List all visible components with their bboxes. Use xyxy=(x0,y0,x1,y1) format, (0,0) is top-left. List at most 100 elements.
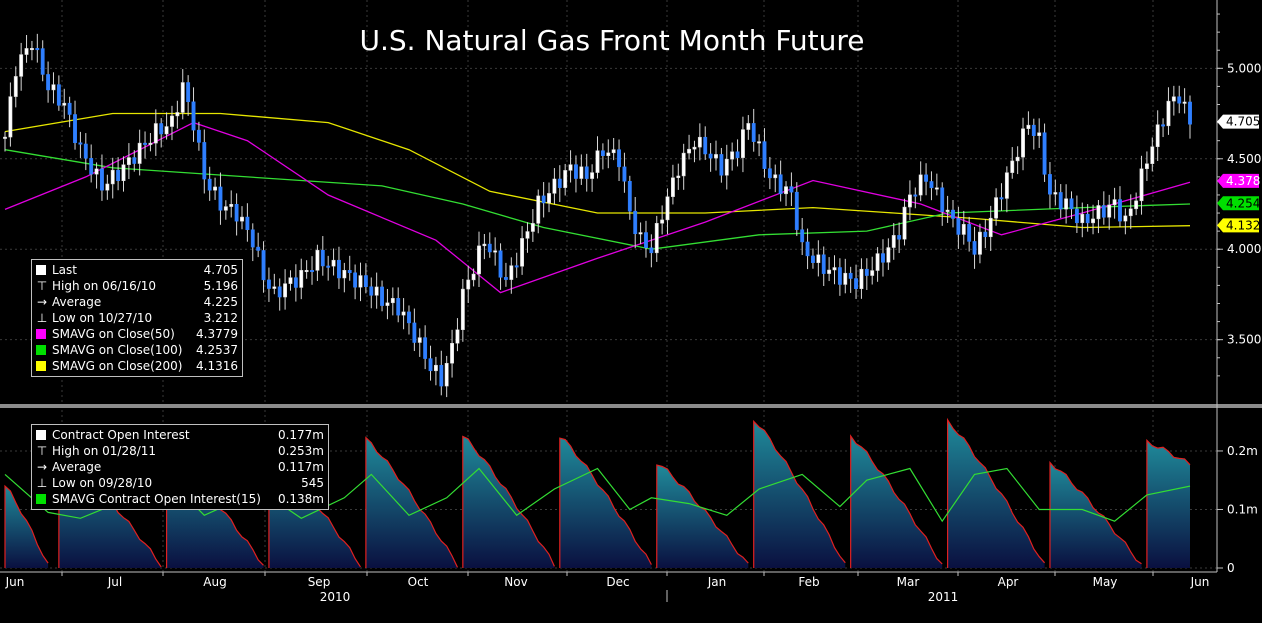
candle-body xyxy=(433,364,438,372)
candle-body xyxy=(110,169,115,185)
candle-body xyxy=(1123,215,1128,222)
candle-body xyxy=(821,254,826,274)
candle-body xyxy=(164,126,169,135)
candle-body xyxy=(105,183,110,191)
candle-body xyxy=(1015,156,1020,162)
candle-body xyxy=(994,197,999,219)
candle-body xyxy=(881,253,885,263)
legend-label: Average xyxy=(52,295,102,309)
candle-body xyxy=(94,168,99,175)
candle-body xyxy=(579,166,584,179)
candle-body xyxy=(800,229,805,243)
candle-body xyxy=(541,195,546,204)
candle-body xyxy=(89,158,94,175)
open-interest-area xyxy=(5,486,49,568)
legend-row: → Average 4.225 xyxy=(36,294,238,310)
legend-row: ⊤ High on 06/16/10 5.196 xyxy=(36,278,238,294)
candle-body xyxy=(126,157,131,165)
legend-label: High on 06/16/10 xyxy=(52,279,157,293)
candle-body xyxy=(891,235,896,248)
sma-200-line xyxy=(4,112,1191,229)
legend-row: ⊤ High on 01/28/11 0.253m xyxy=(36,443,324,459)
candle-body xyxy=(493,250,498,253)
oi-tick-label: 0 xyxy=(1227,561,1235,575)
candle-body xyxy=(703,136,708,155)
open-interest-line xyxy=(4,484,49,568)
candle-body xyxy=(956,218,961,235)
candle-body xyxy=(972,241,977,255)
candle-body xyxy=(13,76,18,97)
candle-body xyxy=(320,249,325,267)
last-value-label: 4.254 xyxy=(1226,196,1260,210)
candle-body xyxy=(1042,132,1047,175)
candle-body xyxy=(234,204,239,222)
sma-100-line xyxy=(4,149,1191,250)
candle-body xyxy=(746,123,751,130)
candle-body xyxy=(62,102,67,106)
candle-body xyxy=(983,231,988,238)
legend-label: Last xyxy=(52,263,77,277)
candle-body xyxy=(1085,213,1090,224)
open-interest-area xyxy=(753,421,846,568)
candle-body xyxy=(951,209,955,219)
candle-body xyxy=(223,206,228,211)
low-marker-icon: ⊥ xyxy=(36,476,48,490)
candle-body xyxy=(471,273,476,281)
legend-value: 0.117m xyxy=(277,460,324,474)
legend-value: 0.138m xyxy=(277,492,324,506)
candle-body xyxy=(1058,192,1063,210)
candle-body xyxy=(358,275,363,288)
candle-body xyxy=(207,178,212,191)
legend-row: Contract Open Interest 0.177m xyxy=(36,427,324,443)
x-tick-label: Dec xyxy=(606,575,629,589)
candle-body xyxy=(369,286,374,296)
candle-body xyxy=(719,154,724,176)
candle-body xyxy=(999,197,1004,200)
candle-body xyxy=(202,142,207,180)
candle-body xyxy=(574,164,578,179)
open-interest-line xyxy=(946,417,1046,569)
candle-body xyxy=(35,48,40,51)
candle-body xyxy=(606,152,611,156)
sma-layer xyxy=(4,112,1191,294)
candle-body xyxy=(595,150,600,173)
candle-body xyxy=(272,286,277,289)
candle-body xyxy=(1053,192,1058,195)
candle-body xyxy=(1182,101,1187,104)
candle-body xyxy=(1150,146,1155,164)
candle-body xyxy=(1101,205,1106,218)
open-interest-area xyxy=(850,436,943,568)
candle-body xyxy=(918,174,923,196)
x-tick-label: Nov xyxy=(504,575,527,589)
open-interest-area xyxy=(365,437,458,568)
last-value-label: 4.705 xyxy=(1226,115,1260,129)
candle-body xyxy=(843,272,848,285)
legend-value: 0.177m xyxy=(277,428,324,442)
candle-body xyxy=(504,277,508,280)
candle-body xyxy=(1021,128,1025,158)
candle-body xyxy=(778,174,783,195)
open-interest-line xyxy=(1049,460,1142,569)
candle-body xyxy=(870,270,875,276)
candle-body xyxy=(186,82,191,103)
candle-body xyxy=(724,158,729,176)
open-interest-line xyxy=(753,419,846,569)
legend-row: SMAVG Contract Open Interest(15) 0.138m xyxy=(36,491,324,507)
candle-body xyxy=(51,84,56,91)
candle-body xyxy=(907,194,912,208)
candle-body xyxy=(827,269,832,274)
candle-body xyxy=(945,209,950,212)
legend-value: 4.3779 xyxy=(196,327,238,341)
x-tick-label: Aug xyxy=(203,575,226,589)
candle-body xyxy=(229,204,234,207)
price-tick-label: 3.500 xyxy=(1227,333,1261,347)
open-interest-line xyxy=(365,436,459,569)
candle-body xyxy=(988,217,993,238)
candle-body xyxy=(1031,124,1036,136)
legend-row: ⊥ Low on 09/28/10 545 xyxy=(36,475,324,491)
candle-body xyxy=(864,268,869,276)
candle-body xyxy=(811,255,815,263)
open-interest-area xyxy=(559,438,652,568)
candle-body xyxy=(832,267,837,271)
oi-tick-label: 0.2m xyxy=(1227,444,1258,458)
